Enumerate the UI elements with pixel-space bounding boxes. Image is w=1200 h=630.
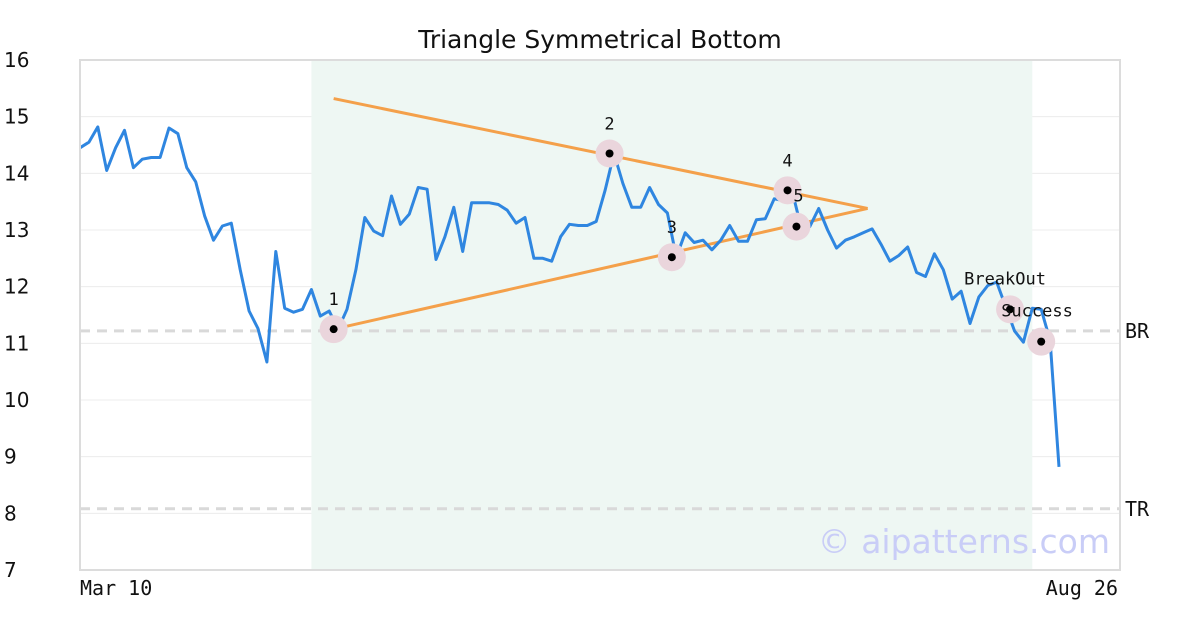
y-axis: 7 8 9 10 11 12 13 14 15 16 <box>4 48 29 582</box>
chart-title: Triangle Symmetrical Bottom <box>417 25 782 54</box>
y-tick-label: 11 <box>4 331 29 355</box>
reference-line-label: TR <box>1125 497 1150 521</box>
y-tick-label: 7 <box>4 558 17 582</box>
y-tick-label: 9 <box>4 445 17 469</box>
y-tick-label: 12 <box>4 275 29 299</box>
point-label: 3 <box>667 218 677 238</box>
x-tick-label: Mar 10 <box>80 576 152 600</box>
reference-line-label: BR <box>1125 319 1150 343</box>
point-label: 4 <box>782 151 792 171</box>
x-axis: Mar 10 Aug 26 <box>80 576 1118 600</box>
y-tick-label: 10 <box>4 388 29 412</box>
point-label: 2 <box>604 115 614 135</box>
y-tick-label: 8 <box>4 501 17 525</box>
y-tick-label: 16 <box>4 48 29 72</box>
price-line <box>79 125 1061 468</box>
plot-frame <box>79 59 1121 571</box>
x-tick-label: Aug 26 <box>1046 576 1118 600</box>
trend-line <box>333 207 868 331</box>
point-label: 5 <box>793 187 803 207</box>
y-tick-label: 13 <box>4 218 29 242</box>
pattern-region-fill <box>311 60 1033 570</box>
price-series <box>79 125 1061 468</box>
pattern-region <box>311 60 1033 570</box>
point-label: 1 <box>329 290 339 310</box>
point-marker <box>667 253 676 262</box>
reference-lines: BR TR <box>80 319 1150 521</box>
point-marker <box>605 149 614 158</box>
y-tick-label: 14 <box>4 161 29 185</box>
pattern-markers: 1 2 3 45 BreakOut Success <box>319 115 1073 356</box>
y-tick-label: 15 <box>4 105 29 129</box>
event-marker <box>1037 337 1046 346</box>
watermark: © aipatterns.com <box>818 522 1110 561</box>
point-marker <box>783 186 792 195</box>
point-marker <box>329 325 338 334</box>
point-marker <box>792 222 801 231</box>
event-marker <box>1006 305 1015 314</box>
event-label: Success <box>1001 302 1073 322</box>
event-label: BreakOut <box>964 269 1046 289</box>
